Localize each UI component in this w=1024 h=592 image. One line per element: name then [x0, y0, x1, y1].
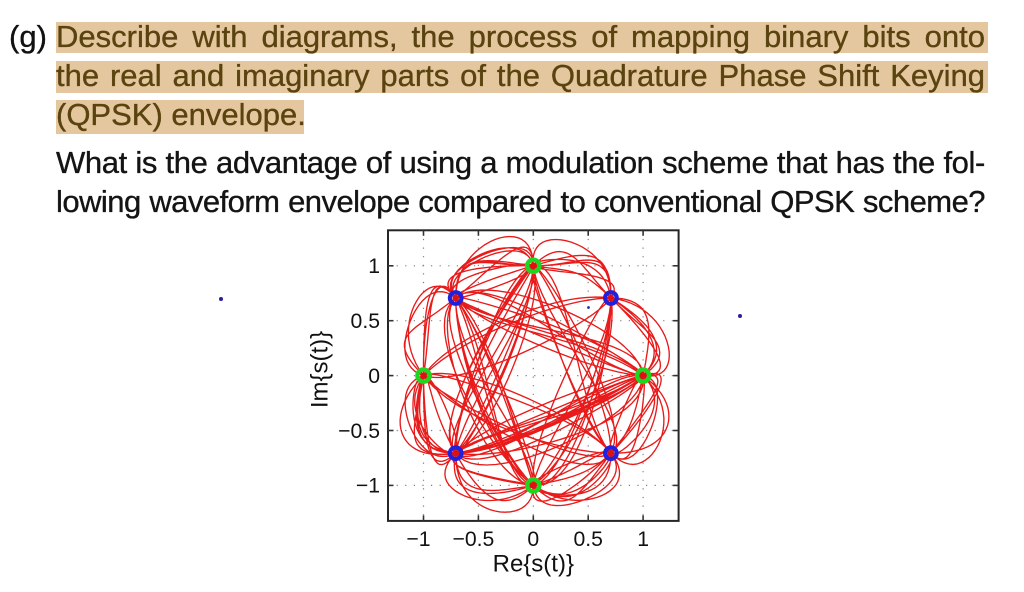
- svg-text:0: 0: [368, 365, 380, 388]
- svg-text:−1: −1: [356, 475, 380, 498]
- svg-text:0: 0: [527, 528, 539, 551]
- svg-text:Re{s(t)}: Re{s(t)}: [493, 551, 574, 578]
- svg-text:0.5: 0.5: [573, 528, 602, 551]
- svg-text:−0.5: −0.5: [452, 528, 494, 551]
- svg-text:1: 1: [368, 255, 380, 278]
- svg-text:−1: −1: [406, 528, 430, 551]
- svg-text:Im{s(t)}: Im{s(t)}: [307, 331, 334, 408]
- svg-text:−0.5: −0.5: [338, 420, 380, 443]
- svg-text:0.5: 0.5: [351, 310, 380, 333]
- svg-text:1: 1: [637, 528, 649, 551]
